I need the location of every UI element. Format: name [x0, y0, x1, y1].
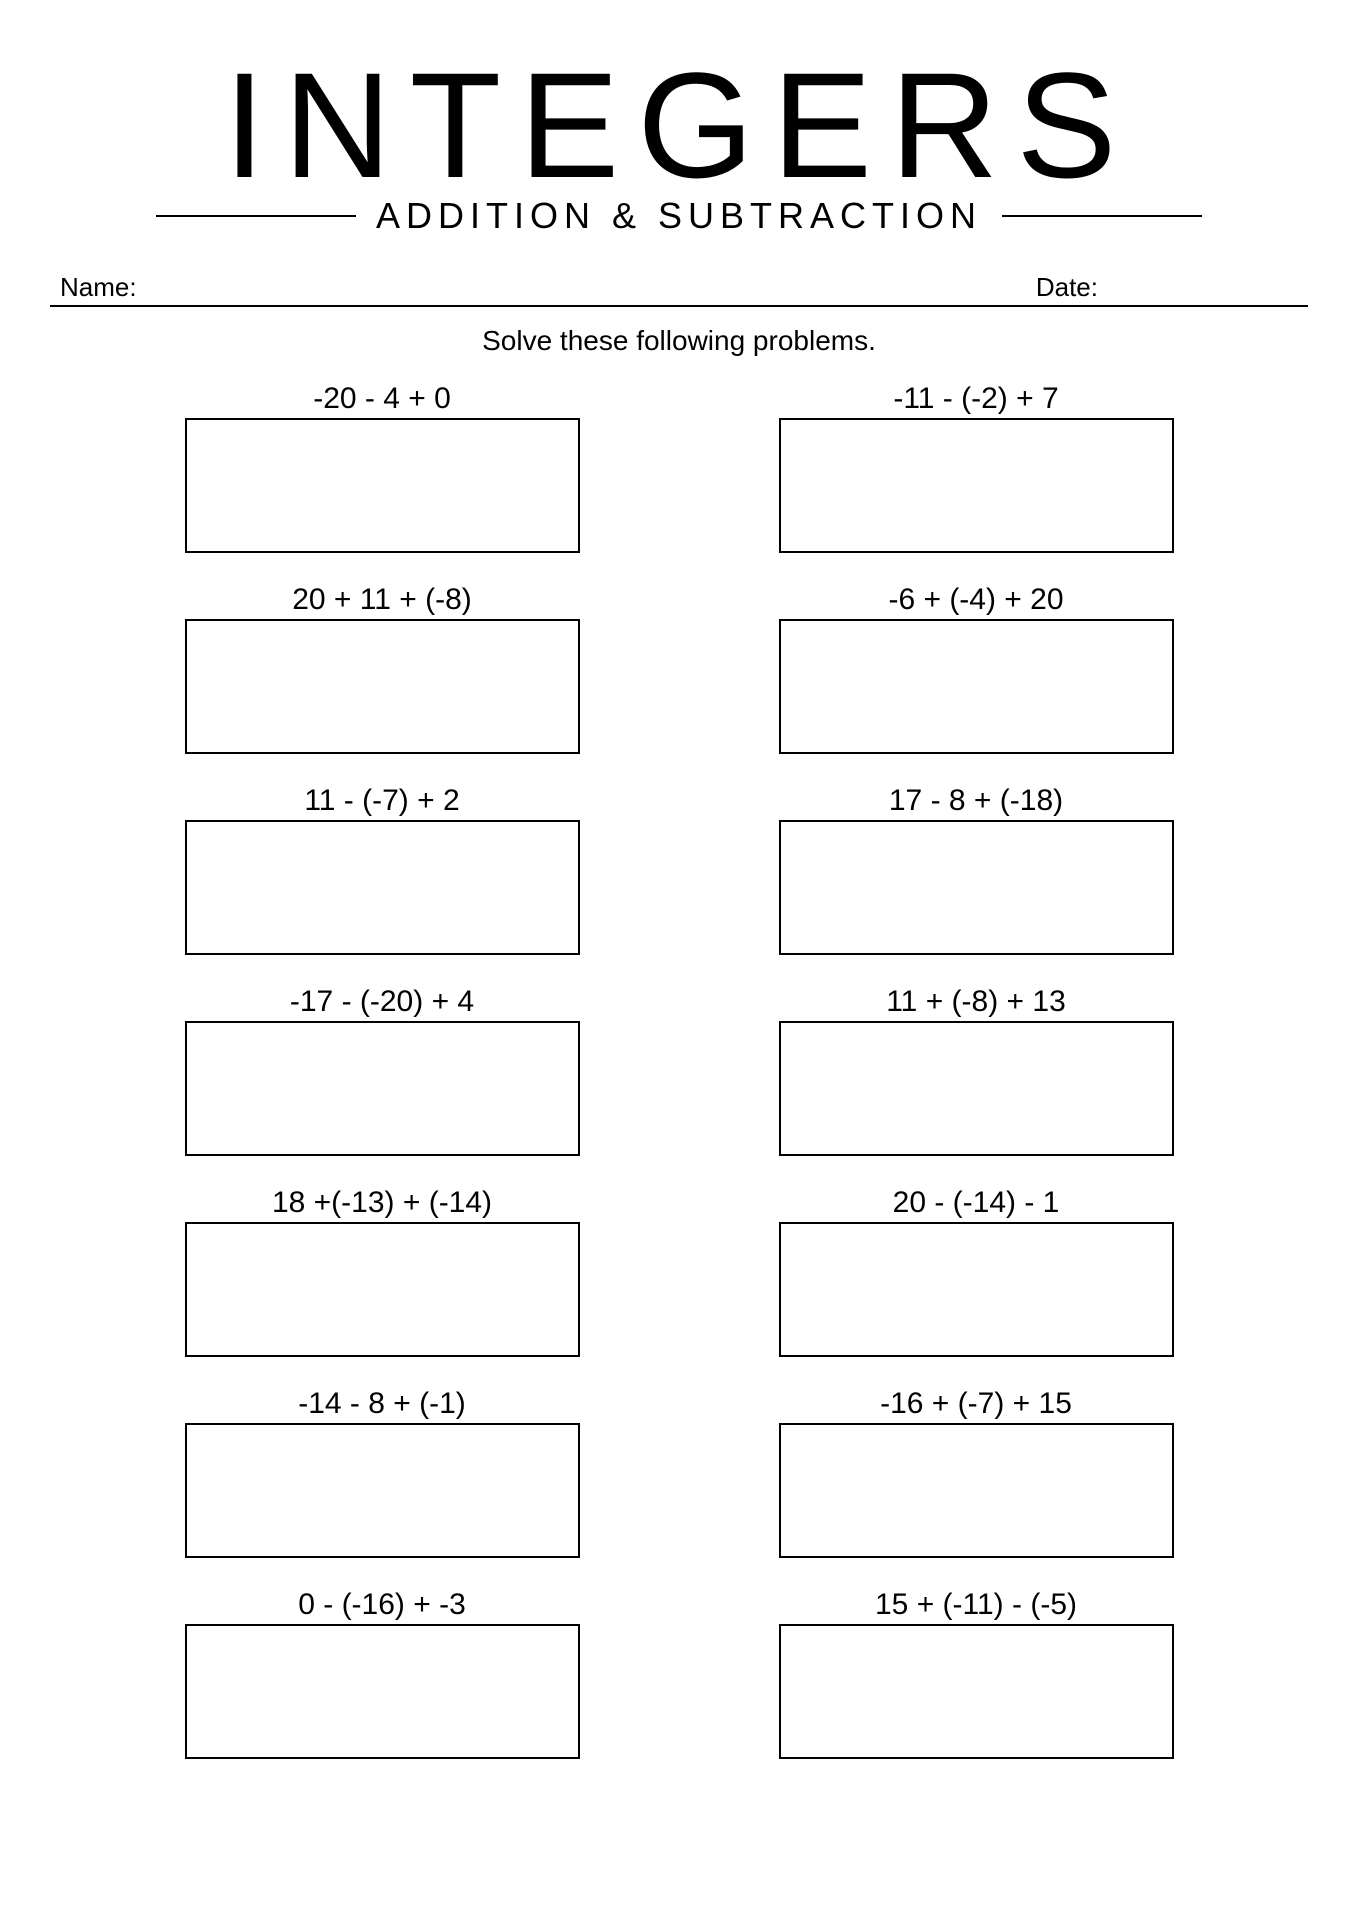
problem-13: 0 - (-16) + -3 [150, 1588, 614, 1759]
problem-expression: 11 + (-8) + 13 [886, 985, 1066, 1019]
problem-5: 11 - (-7) + 2 [150, 784, 614, 955]
problem-expression: 0 - (-16) + -3 [298, 1588, 466, 1622]
answer-box[interactable] [185, 619, 580, 754]
answer-box[interactable] [185, 1222, 580, 1357]
answer-box[interactable] [779, 1423, 1174, 1558]
problem-expression: -17 - (-20) + 4 [290, 985, 474, 1019]
subtitle-line-right [1002, 215, 1202, 217]
problem-expression: -6 + (-4) + 20 [888, 583, 1063, 617]
answer-box[interactable] [779, 1021, 1174, 1156]
problem-14: 15 + (-11) - (-5) [744, 1588, 1208, 1759]
name-label: Name: [60, 272, 137, 303]
answer-box[interactable] [779, 1624, 1174, 1759]
date-label: Date: [1036, 272, 1098, 303]
problem-11: -14 - 8 + (-1) [150, 1387, 614, 1558]
problem-3: 20 + 11 + (-8) [150, 583, 614, 754]
subtitle-line-left [156, 215, 356, 217]
answer-box[interactable] [185, 1423, 580, 1558]
answer-box[interactable] [185, 418, 580, 553]
problem-expression: 15 + (-11) - (-5) [875, 1588, 1077, 1622]
problem-8: 11 + (-8) + 13 [744, 985, 1208, 1156]
answer-box[interactable] [185, 1624, 580, 1759]
answer-box[interactable] [779, 619, 1174, 754]
problem-expression: 17 - 8 + (-18) [889, 784, 1063, 818]
problem-4: -6 + (-4) + 20 [744, 583, 1208, 754]
instructions: Solve these following problems. [50, 325, 1308, 357]
problem-expression: 20 - (-14) - 1 [893, 1186, 1060, 1220]
problem-expression: -14 - 8 + (-1) [298, 1387, 466, 1421]
problem-expression: 20 + 11 + (-8) [292, 583, 472, 617]
problem-6: 17 - 8 + (-18) [744, 784, 1208, 955]
answer-box[interactable] [779, 820, 1174, 955]
problem-2: -11 - (-2) + 7 [744, 382, 1208, 553]
answer-box[interactable] [779, 1222, 1174, 1357]
problem-expression: 18 +(-13) + (-14) [272, 1186, 492, 1220]
problem-10: 20 - (-14) - 1 [744, 1186, 1208, 1357]
answer-box[interactable] [779, 418, 1174, 553]
problem-7: -17 - (-20) + 4 [150, 985, 614, 1156]
problems-grid: -20 - 4 + 0 -11 - (-2) + 7 20 + 11 + (-8… [50, 357, 1308, 1759]
problem-1: -20 - 4 + 0 [150, 382, 614, 553]
problem-12: -16 + (-7) + 15 [744, 1387, 1208, 1558]
main-title: INTEGERS [50, 50, 1308, 200]
answer-box[interactable] [185, 1021, 580, 1156]
problem-expression: -20 - 4 + 0 [313, 382, 451, 416]
name-date-row: Name: Date: [50, 272, 1308, 307]
problem-expression: -16 + (-7) + 15 [880, 1387, 1072, 1421]
subtitle: ADDITION & SUBTRACTION [376, 195, 982, 237]
answer-box[interactable] [185, 820, 580, 955]
problem-expression: -11 - (-2) + 7 [893, 382, 1058, 416]
problem-expression: 11 - (-7) + 2 [304, 784, 459, 818]
problem-9: 18 +(-13) + (-14) [150, 1186, 614, 1357]
